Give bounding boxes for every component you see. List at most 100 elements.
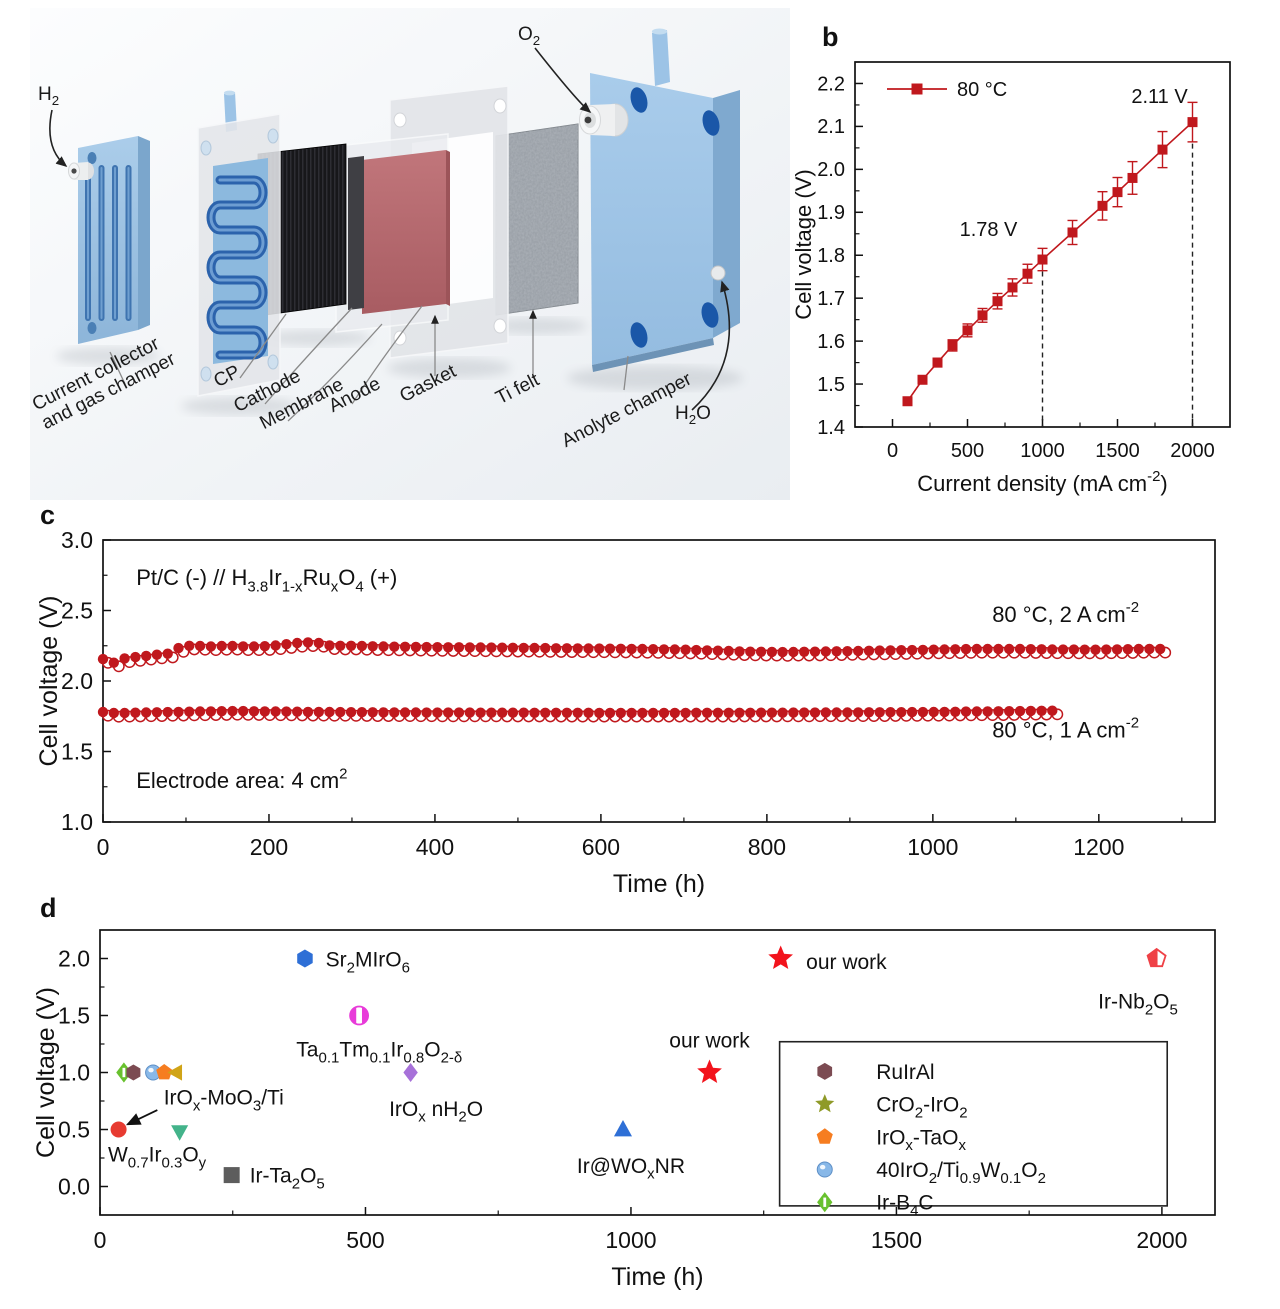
marker-shape: [171, 1125, 189, 1141]
annotation-arrow: [125, 1109, 158, 1126]
axes: 0 200 400 600 800 1000 1200 1.0 1.5 2.0 2.5 3.0 Time…: [35, 527, 1216, 898]
marker-shape: [817, 1062, 833, 1080]
chart-text: 1500: [1095, 440, 1140, 462]
chart-text: 2.2: [817, 73, 845, 95]
marker-square: [1187, 117, 1198, 128]
chart-text: 1.5: [817, 374, 845, 396]
data-point-Ir-Ta2O5: [223, 1167, 240, 1184]
marker-shape: [1146, 947, 1167, 968]
water-port: [710, 265, 726, 281]
chart-text: Pt/C (-) // H3.8​Ir1-x​Rux​O4​ (+): [136, 565, 397, 595]
data-point-Ir@WOxNR: [613, 1120, 633, 1137]
o2-arrow: [534, 47, 592, 114]
chart-text: 80 °C: [957, 79, 1007, 101]
data-point-our-work-2A: [768, 945, 793, 969]
marker-sphere: [148, 1067, 154, 1073]
data-point-IrOx-TaOx-point: [156, 1064, 173, 1080]
chart-text: Ir-Ta2​O5​: [250, 1165, 325, 1193]
flow-arrows: [49, 47, 731, 411]
panel-c-letter: c: [40, 500, 56, 530]
o2-port-fitting: [579, 103, 629, 137]
chart-text: 1.0: [61, 809, 93, 835]
panel-b-letter: b: [822, 22, 839, 52]
chart-text: 1500: [871, 1227, 922, 1253]
chart-text: 80 °C, 1 A cm-2​: [992, 715, 1139, 743]
marker-square: [902, 396, 913, 407]
legend-box: [778, 1040, 1169, 1207]
marker-shape: [156, 1064, 173, 1080]
chart-text: 0: [97, 834, 110, 860]
chart-text: Ir@WOx​NR: [577, 1155, 685, 1183]
bolt-hole: [87, 152, 97, 164]
marker-square: [947, 340, 958, 351]
marker-shape: [815, 1094, 835, 1113]
data-point-W0.7Ir0.3Oy: [171, 1125, 189, 1141]
polarization-chart: 0 500 1000 1500 2000 1.4 1.5 1.6 1.7 1.8 1.9 2.0 2.1…: [791, 61, 1231, 496]
chart-text: Time (h): [613, 870, 705, 898]
marker-shape: [768, 945, 793, 969]
chart-text: 2.0: [61, 668, 93, 694]
chart-text: 1.7: [817, 288, 845, 310]
chart-text: 1.0: [58, 1059, 90, 1085]
chart-text: 2.1: [817, 116, 845, 138]
h2-arrow: [49, 109, 68, 168]
chart-text: 1000: [605, 1227, 656, 1253]
chart-text: IrOx​-MoO3​/Ti: [164, 1086, 284, 1114]
chart-text: 80 °C, 2 A cm-2​: [992, 599, 1139, 627]
chart-text: RuIrAl: [876, 1061, 934, 1084]
chart-text: 500: [951, 440, 984, 462]
chart-text: 1.6: [817, 331, 845, 353]
chart-text: 500: [346, 1227, 384, 1253]
chart-text: our work: [669, 1029, 750, 1052]
label-h2o: H2O: [675, 403, 711, 427]
marker-circle-half: [349, 1005, 370, 1026]
leader-lines: [109, 305, 629, 422]
marker-square: [1112, 187, 1123, 198]
device-exploded-diagram: [30, 8, 790, 500]
chart-text: 400: [416, 834, 454, 860]
marker-shape: [816, 1128, 833, 1144]
panel-a: H2 O2 H2O Current collector and gas cham…: [0, 0, 800, 505]
marker-square: [911, 83, 923, 95]
marker-sphere: [819, 1164, 826, 1170]
y-axis-title: Cell voltage (V): [32, 987, 60, 1158]
bolt-hole: [267, 354, 279, 370]
y-axis-title: Cell voltage (V): [35, 596, 63, 767]
marker-square: [977, 310, 988, 321]
chart-text: 2000: [1170, 440, 1215, 462]
chart-text: 2.0: [817, 159, 845, 181]
marker-shape: [297, 949, 313, 968]
bolt-hole: [200, 366, 212, 382]
chart-text: our work: [806, 951, 887, 974]
chart-text: Time (h): [611, 1263, 703, 1291]
panel-d: 0 500 1000 1500 2000 0.0 0.5 1.0 1.5 2.0 Time (h) C…: [0, 905, 1280, 1309]
chart-text: 2.0: [58, 945, 90, 971]
bolt-hole: [267, 128, 279, 144]
marker-square: [917, 374, 928, 385]
marker-shape: [126, 1064, 141, 1081]
marker-square: [1022, 268, 1033, 279]
anolyte-chamber: [579, 28, 740, 372]
data-point-40IrO2-point: [145, 1064, 162, 1081]
data-point-Ir-Nb2O5: [1146, 947, 1170, 969]
panel-c: 0 200 400 600 800 1000 1200 1.0 1.5 2.0 2.5 3.0 Time…: [0, 505, 1280, 898]
marker-square: [932, 357, 943, 368]
bolt-hole: [200, 140, 212, 156]
bolt-hole: [493, 98, 507, 114]
chart-text: Electrode area: 4 cm2​: [136, 765, 347, 793]
chart-text: 0.0: [58, 1173, 90, 1199]
chart-text: 3.0: [61, 527, 93, 553]
anode: [362, 150, 450, 314]
marker-shape: [167, 1064, 183, 1081]
chart-text: 1.4: [817, 417, 845, 439]
chart-text: 1.5: [58, 1002, 90, 1028]
chart-text: 0: [94, 1227, 107, 1253]
chart-text: IrOx​ nH2​O: [389, 1098, 483, 1126]
chart-text: 2000: [1136, 1227, 1187, 1253]
marker-square: [223, 1167, 240, 1184]
marker-square: [992, 296, 1003, 307]
marker-square: [1097, 200, 1108, 211]
series-2A: [97, 637, 1172, 673]
marker-square: [1007, 282, 1018, 293]
